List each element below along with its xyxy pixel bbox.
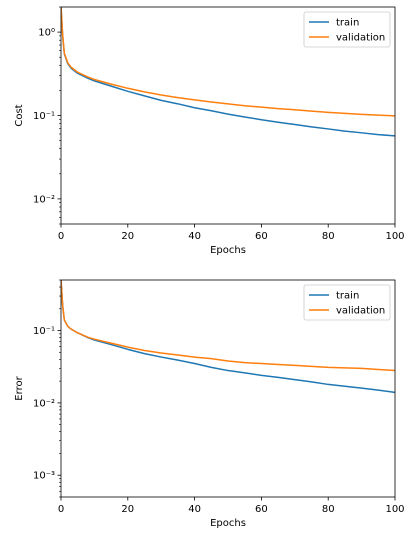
x-axis-label: Epochs <box>210 245 246 256</box>
y-tick-label: 10⁻¹ <box>33 326 55 337</box>
y-tick-label: 10⁻² <box>33 398 55 409</box>
y-tick-label: 10⁻² <box>33 194 55 205</box>
series-line-validation <box>61 280 395 372</box>
error-chart: 0 20 40 60 80 100 10⁻¹ 10⁻² 10⁻³ Epochs Error train… <box>14 279 405 529</box>
x-axis-label: Epochs <box>210 518 246 529</box>
x-tick-label: 60 <box>255 231 268 242</box>
series-line-validation <box>61 7 395 117</box>
legend-box <box>303 11 391 48</box>
legend-label-validation: validation <box>336 33 385 44</box>
x-tick-label: 80 <box>322 504 335 515</box>
legend-label-train: train <box>336 291 359 302</box>
cost-chart: 0 20 40 60 80 100 10⁰ 10⁻¹ 10⁻² Epochs Cost train va… <box>14 6 405 256</box>
x-tick-label: 40 <box>188 231 201 242</box>
legend-label-train: train <box>336 18 359 29</box>
x-tick-label: 80 <box>322 231 335 242</box>
y-axis-label: Error <box>14 375 25 400</box>
y-tick-label: 10⁻³ <box>33 471 55 482</box>
legend-box <box>303 284 391 321</box>
x-tick-label: 60 <box>255 504 268 515</box>
x-tick-label: 100 <box>385 231 404 242</box>
x-tick-label: 0 <box>58 231 64 242</box>
x-tick-label: 100 <box>385 504 404 515</box>
plot-frame <box>60 6 396 225</box>
series-line-train <box>61 7 395 137</box>
x-tick-label: 20 <box>121 231 134 242</box>
x-tick-label: 20 <box>121 504 134 515</box>
plot-frame <box>60 279 396 498</box>
y-tick-label: 10⁻¹ <box>33 111 55 122</box>
legend-label-validation: validation <box>336 306 385 317</box>
y-axis-label: Cost <box>14 104 25 126</box>
x-tick-label: 40 <box>188 504 201 515</box>
x-tick-label: 0 <box>58 504 64 515</box>
y-tick-label: 10⁰ <box>38 28 55 39</box>
